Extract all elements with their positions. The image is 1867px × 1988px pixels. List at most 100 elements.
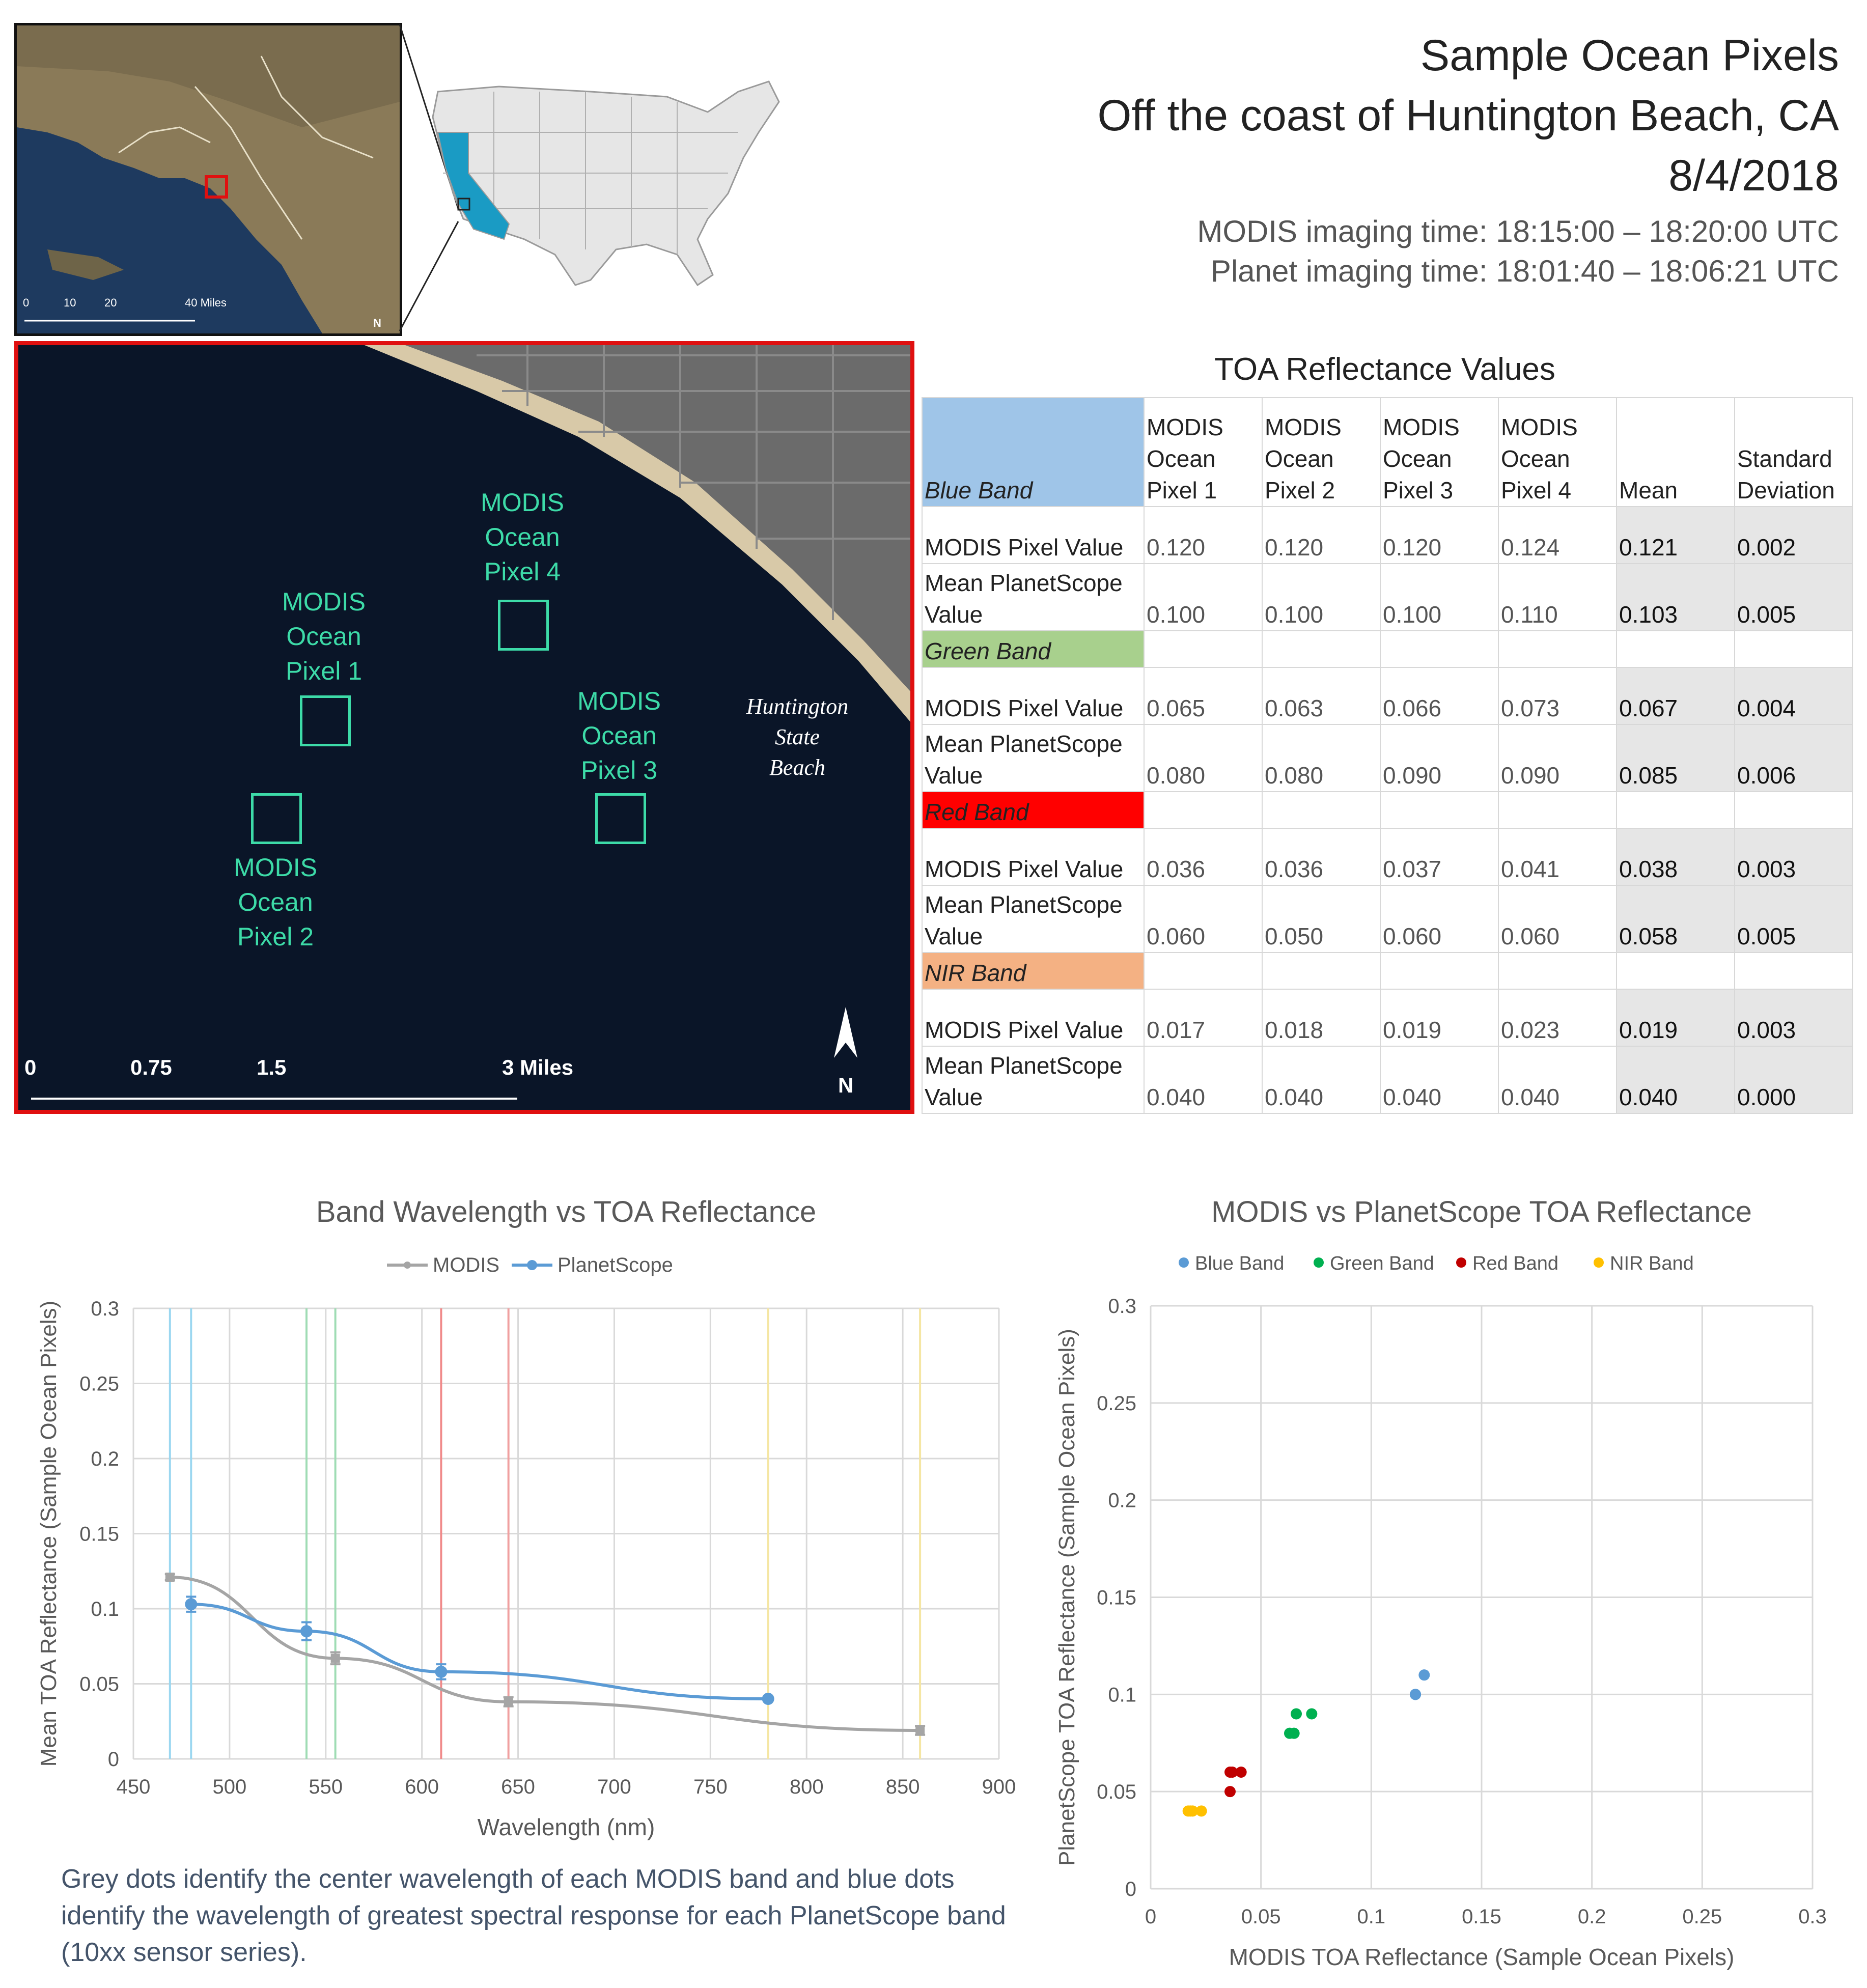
data-point <box>330 1654 340 1663</box>
table-row: MODIS Pixel Value 0.017 0.018 0.019 0.023 0.0… <box>922 989 1853 1047</box>
table-empty-cell <box>1144 630 1263 668</box>
sd-cell: 0.004 <box>1734 667 1853 725</box>
pixel-1-line-3: Pixel 1 <box>285 657 363 685</box>
inset-map-image <box>17 25 400 333</box>
inset-north-label: N <box>373 317 381 329</box>
table-empty-cell <box>1262 630 1381 668</box>
y-tick-label: 0.3 <box>91 1298 119 1320</box>
sd-cell: 0.002 <box>1734 506 1853 564</box>
table-row: MODIS Pixel Value 0.036 0.036 0.037 0.041 0.0… <box>922 828 1853 886</box>
modis-pixel-2-label: MODIS Ocean Pixel 2 <box>199 850 352 954</box>
chart-title: MODIS vs PlanetScope TOA Reflectance <box>1211 1195 1752 1228</box>
value-cell: 0.100 <box>1380 563 1499 631</box>
band-name-cell: NIR Band <box>922 952 1145 990</box>
legend-marker <box>527 1260 537 1270</box>
pixel-4-line-2: Ocean <box>485 523 560 551</box>
value-cell: 0.050 <box>1262 885 1381 953</box>
table-empty-cell <box>1734 630 1853 668</box>
table-empty-cell <box>1380 791 1499 829</box>
row-label-cell: MODIS Pixel Value <box>922 506 1145 564</box>
sd-cell: 0.003 <box>1734 989 1853 1047</box>
x-tick-label: 900 <box>982 1776 1016 1798</box>
huntington-beach-label: Huntington State Beach <box>721 691 874 783</box>
main-satellite-map: MODIS Ocean Pixel 1 MODIS Ocean Pixel 2 … <box>14 341 914 1114</box>
mean-cell: 0.103 <box>1616 563 1735 631</box>
value-cell: 0.120 <box>1380 506 1499 564</box>
value-cell: 0.040 <box>1262 1046 1381 1114</box>
main-scale-3: 3 Miles <box>502 1055 574 1079</box>
scatter-point <box>1284 1727 1295 1739</box>
value-cell: 0.037 <box>1380 828 1499 886</box>
value-cell: 0.100 <box>1144 563 1263 631</box>
table-header-cell: Mean <box>1616 397 1735 507</box>
us-map-image <box>432 80 780 287</box>
beach-label-line-3: Beach <box>769 755 825 780</box>
pixel-2-line-2: Ocean <box>238 888 313 916</box>
x-tick-label: 0.1 <box>1357 1906 1386 1928</box>
modis-pixel-1-box <box>300 695 351 746</box>
value-cell: 0.019 <box>1380 989 1499 1047</box>
legend-label: PlanetScope <box>558 1254 673 1276</box>
y-tick-label: 0.3 <box>1108 1295 1136 1318</box>
table-header-cell: MODIS Ocean Pixel 3 <box>1380 397 1499 507</box>
legend-label: NIR Band <box>1610 1253 1694 1274</box>
main-scale-15: 1.5 <box>257 1055 287 1079</box>
data-point <box>915 1725 925 1735</box>
x-tick-label: 0 <box>1145 1906 1156 1928</box>
value-cell: 0.100 <box>1262 563 1381 631</box>
mean-cell: 0.019 <box>1616 989 1735 1047</box>
y-axis-label: PlanetScope TOA Reflectance (Sample Ocea… <box>1054 1329 1079 1866</box>
value-cell: 0.090 <box>1380 724 1499 792</box>
x-axis-label: MODIS TOA Reflectance (Sample Ocean Pixe… <box>1229 1944 1735 1970</box>
scatter-point <box>1410 1689 1421 1700</box>
us-map <box>423 71 794 295</box>
row-label-cell: MODIS Pixel Value <box>922 828 1145 886</box>
sd-cell: 0.003 <box>1734 828 1853 886</box>
table-row: Mean PlanetScope Value 0.080 0.080 0.090 0.0… <box>922 724 1853 792</box>
table-empty-cell <box>1616 952 1735 990</box>
y-tick-label: 0.05 <box>1097 1781 1136 1803</box>
value-cell: 0.036 <box>1262 828 1381 886</box>
value-cell: 0.017 <box>1144 989 1263 1047</box>
table-empty-cell <box>1262 791 1381 829</box>
table-header-cell: MODIS Ocean Pixel 1 <box>1144 397 1263 507</box>
table-empty-cell <box>1498 952 1617 990</box>
value-cell: 0.040 <box>1144 1046 1263 1114</box>
value-cell: 0.041 <box>1498 828 1617 886</box>
pixel-4-line-1: MODIS <box>481 488 564 517</box>
table-row: MODIS Pixel Value 0.065 0.063 0.066 0.073 0.0… <box>922 667 1853 725</box>
pixel-3-line-3: Pixel 3 <box>580 756 658 785</box>
y-axis-label: Mean TOA Reflectance (Sample Ocean Pixel… <box>36 1301 61 1767</box>
table-band-row: Green Band <box>922 630 1853 668</box>
y-tick-label: 0.25 <box>79 1373 119 1395</box>
table-row: Mean PlanetScope Value 0.040 0.040 0.040 0.0… <box>922 1046 1853 1114</box>
y-tick-label: 0 <box>1125 1878 1136 1900</box>
legend-marker <box>404 1262 411 1269</box>
pixel-3-line-1: MODIS <box>577 687 661 715</box>
data-point <box>300 1625 313 1638</box>
mean-cell: 0.040 <box>1616 1046 1735 1114</box>
modis-pixel-4-box <box>498 600 549 651</box>
data-point <box>165 1573 175 1582</box>
table-empty-cell <box>1734 791 1853 829</box>
pixel-2-line-3: Pixel 2 <box>237 922 314 951</box>
scatter-point <box>1224 1786 1236 1798</box>
y-tick-label: 0.15 <box>1097 1587 1136 1609</box>
main-map-image <box>18 345 910 1110</box>
value-cell: 0.040 <box>1380 1046 1499 1114</box>
scatter-point <box>1235 1767 1247 1778</box>
table-empty-cell <box>1380 630 1499 668</box>
value-cell: 0.060 <box>1144 885 1263 953</box>
mean-cell: 0.067 <box>1616 667 1735 725</box>
data-point <box>504 1697 513 1706</box>
main-scale-0: 0 <box>24 1055 37 1079</box>
y-tick-label: 0.1 <box>91 1598 119 1620</box>
main-north-label: N <box>838 1073 854 1097</box>
table-empty-cell <box>1380 952 1499 990</box>
value-cell: 0.124 <box>1498 506 1617 564</box>
sd-cell: 0.005 <box>1734 885 1853 953</box>
value-cell: 0.080 <box>1262 724 1381 792</box>
band-name-cell: Green Band <box>922 630 1145 668</box>
table-empty-cell <box>1616 630 1735 668</box>
pixel-2-line-1: MODIS <box>234 853 317 882</box>
